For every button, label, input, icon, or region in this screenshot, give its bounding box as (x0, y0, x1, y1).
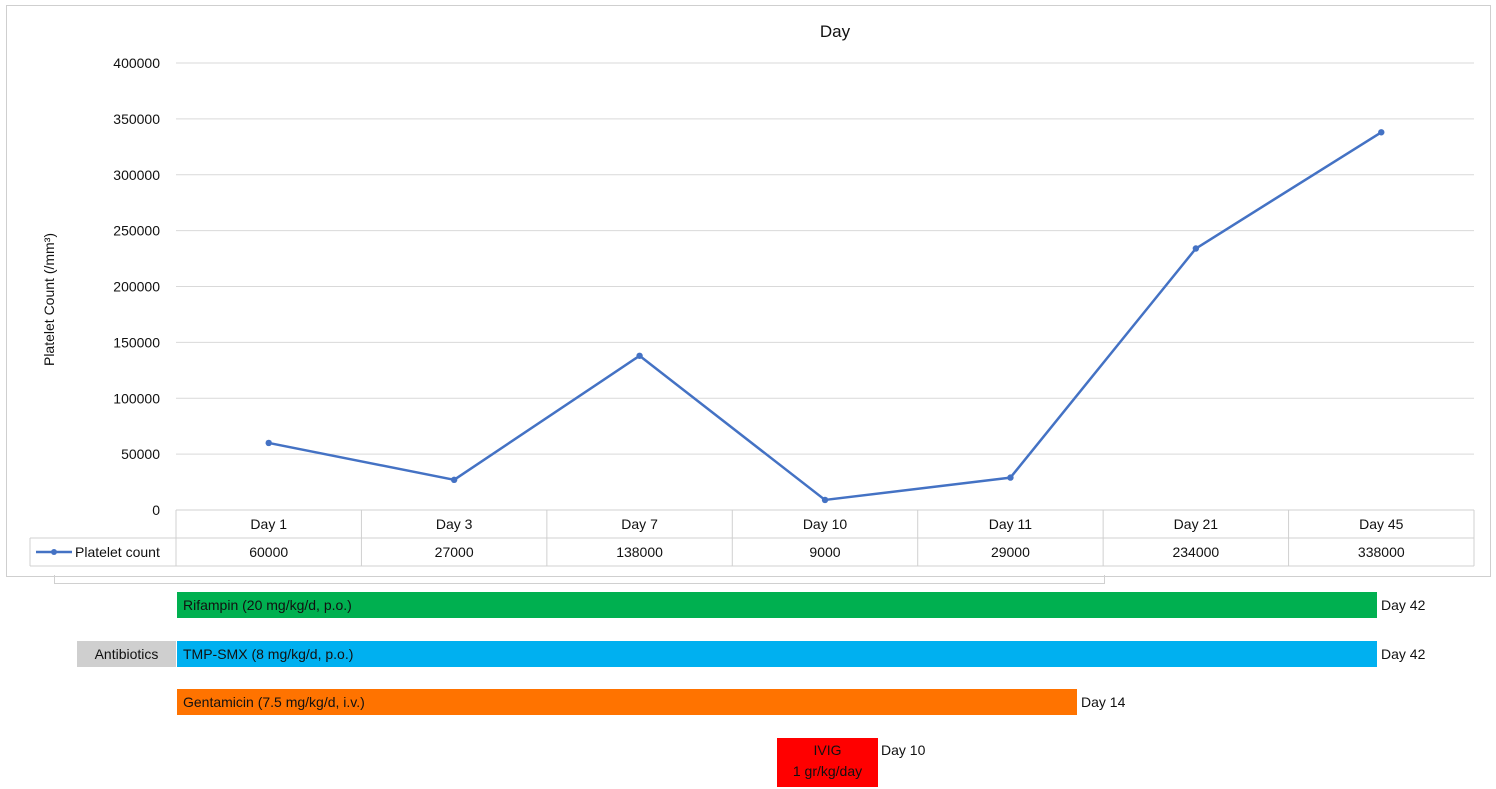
y-tick-label: 400000 (113, 55, 160, 71)
table-value-cell: 27000 (435, 544, 474, 560)
table-value-cell: 29000 (991, 544, 1030, 560)
y-tick-label: 150000 (113, 334, 160, 350)
chart-frame: Day Platelet Count (/mm³) 0 50000 100000 1500… (6, 5, 1491, 577)
table-value-cell: 338000 (1358, 544, 1405, 560)
x-category-label: Day 45 (1359, 516, 1404, 532)
table-value-cell: 138000 (616, 544, 663, 560)
tmp-smx-end-label: Day 42 (1381, 646, 1426, 662)
chart-underline (54, 575, 1105, 584)
x-category-label: Day 1 (250, 516, 287, 532)
x-category-label: Day 3 (436, 516, 473, 532)
antibiotics-group-label: Antibiotics (77, 641, 176, 667)
table-value-cell: 234000 (1172, 544, 1219, 560)
table-value-cell: 60000 (249, 544, 288, 560)
x-category-label: Day 10 (803, 516, 848, 532)
x-category-label: Day 21 (1174, 516, 1219, 532)
legend-marker (51, 549, 57, 555)
ivig-bar: IVIG 1 gr/kg/day (777, 738, 878, 787)
tmp-smx-label: TMP-SMX (8 mg/kg/d, p.o.) (183, 646, 354, 662)
y-tick-label: 250000 (113, 223, 160, 239)
x-category-label: Day 7 (621, 516, 658, 532)
ivig-dose-label: 1 gr/kg/day (792, 763, 863, 779)
data-point (1007, 474, 1014, 481)
platelet-series-line (268, 131, 1382, 502)
gentamicin-bar: Gentamicin (7.5 mg/kg/d, i.v.) (177, 689, 1077, 715)
chart-title: Day (820, 22, 851, 41)
rifampin-end-label: Day 42 (1381, 597, 1426, 613)
y-tick-label: 0 (152, 502, 160, 518)
tmp-smx-bar: TMP-SMX (8 mg/kg/d, p.o.) (177, 641, 1377, 667)
table-value-cell: 9000 (809, 544, 840, 560)
data-point (450, 476, 458, 484)
gentamicin-label: Gentamicin (7.5 mg/kg/d, i.v.) (183, 694, 365, 710)
data-point (1192, 245, 1200, 252)
data-point (265, 439, 272, 447)
x-category-label: Day 11 (989, 516, 1033, 532)
y-axis-label: Platelet Count (/mm³) (41, 233, 57, 366)
legend-series-name: Platelet count (75, 544, 160, 560)
platelet-line-chart: Day Platelet Count (/mm³) 0 50000 100000 1500… (29, 22, 1475, 567)
y-tick-label: 50000 (121, 446, 160, 462)
gentamicin-end-label: Day 14 (1081, 694, 1126, 710)
data-point (821, 496, 829, 504)
data-point (636, 352, 643, 359)
y-tick-label: 350000 (113, 111, 160, 127)
rifampin-bar: Rifampin (20 mg/kg/d, p.o.) (177, 592, 1377, 618)
rifampin-label: Rifampin (20 mg/kg/d, p.o.) (183, 597, 352, 613)
ivig-label: IVIG (813, 742, 842, 758)
y-tick-label: 100000 (113, 390, 160, 406)
ivig-end-label: Day 10 (881, 742, 926, 758)
y-tick-label: 300000 (113, 167, 160, 183)
data-point (1378, 129, 1385, 136)
y-tick-label: 200000 (113, 279, 160, 295)
